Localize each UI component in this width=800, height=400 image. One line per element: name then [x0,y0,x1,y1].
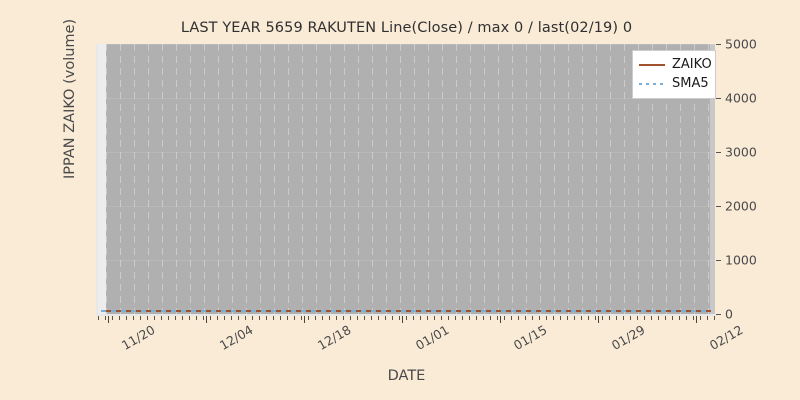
chart-title: LAST YEAR 5659 RAKUTEN Line(Close) / max… [180,20,633,36]
x-axis-minor-ticks [98,316,715,320]
gridline-horizontal [98,98,715,99]
x-axis-tick-mark [304,316,306,323]
legend-item-label: SMA5 [672,76,709,91]
x-axis-tick-label: 01/01 [412,322,452,354]
gridline-horizontal [98,152,715,153]
x-axis-tick-label: 12/18 [314,322,354,354]
x-axis-tick-mark [598,316,600,323]
y-axis-tick-label: 4000 [725,90,757,106]
x-axis-label: DATE [387,368,426,384]
x-axis-tick-label: 11/20 [118,322,158,354]
x-axis-tick-label: 12/04 [216,322,256,354]
y-axis-tick-label: 0 [725,306,733,322]
series-line-sma5 [101,310,711,313]
x-axis-tick-label: 02/12 [706,322,746,354]
y-axis-tick-mark [716,260,721,262]
horizontal-gridlines [98,44,715,314]
y-axis-tick-mark [716,44,721,46]
y-axis-tick-mark [716,98,721,100]
gridline-horizontal [98,206,715,207]
legend-line-icon [639,60,665,70]
gridline-horizontal [98,260,715,261]
x-axis-tick-mark [696,316,698,323]
y-axis-tick-label: 5000 [725,36,757,52]
y-axis-tick-mark [716,152,721,154]
x-axis-tick-mark [402,316,404,323]
vertical-gridlines [106,44,710,314]
y-axis-tick-mark [716,314,721,316]
x-axis-tick-label: 01/15 [510,322,550,354]
y-axis-tick-mark [716,206,721,208]
x-axis-tick-mark [500,316,502,323]
legend-item-label: ZAIKO [672,57,712,72]
y-axis-tick-label: 3000 [725,144,757,160]
y-axis-tick-label: 2000 [725,198,757,214]
plot-left-margin-band [98,44,106,314]
x-axis-tick-mark [108,316,110,323]
plot-right-margin-band [710,44,715,314]
y-axis-label: IPPAN ZAIKO (volume) [62,18,78,179]
y-axis-tick-label: 1000 [725,252,757,268]
x-axis-tick-mark [206,316,208,323]
plot-area [98,44,715,314]
x-axis-spine [96,314,717,316]
legend-line-icon [639,79,665,89]
gridline-horizontal [98,44,715,45]
chart-legend[interactable]: ZAIKO SMA5 [632,50,716,99]
y-axis-spine [96,44,98,316]
legend-item[interactable]: SMA5 [639,74,709,93]
x-axis-tick-label: 01/29 [608,322,648,354]
legend-item[interactable]: ZAIKO [639,55,712,74]
